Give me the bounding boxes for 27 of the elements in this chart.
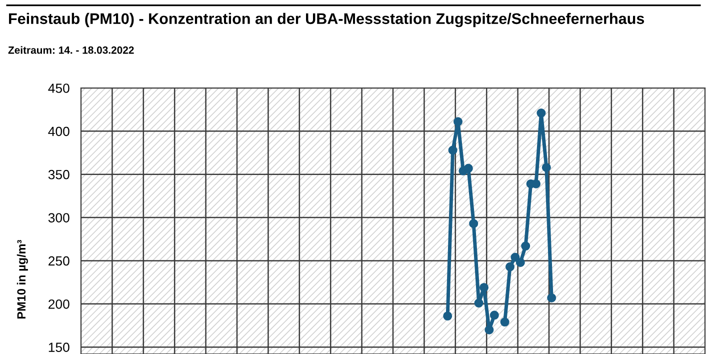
point [521,242,530,251]
y-tick-label: 400 [48,126,70,136]
point [542,162,551,172]
point [448,146,458,155]
y-tick-label: 300 [48,213,70,222]
chart-title: Feinstaub (PM10) - Konzentration an der UBA-Messstation Zugspitze/Schneefernerhaus [9,12,644,28]
y-axis-title: PM10 in µg/m³ [16,240,28,319]
point [453,117,463,126]
point [547,293,556,302]
y-tick-label: 250 [48,256,70,266]
point [464,164,473,173]
point [474,298,484,308]
point [505,262,515,272]
point [516,258,525,267]
point [469,219,478,228]
point [443,311,452,321]
point [536,108,546,118]
point [484,325,494,334]
point [500,318,510,327]
y-tick-label: 450 [48,84,70,93]
chart-subtitle: Zeitraum: 14. - 18.03.2022 [8,46,134,54]
point [490,310,499,320]
y-tick-label: 350 [48,170,70,180]
y-tick-label: 150 [48,342,70,352]
point [510,252,520,262]
point [479,282,489,292]
y-tick-label: 200 [48,299,70,309]
